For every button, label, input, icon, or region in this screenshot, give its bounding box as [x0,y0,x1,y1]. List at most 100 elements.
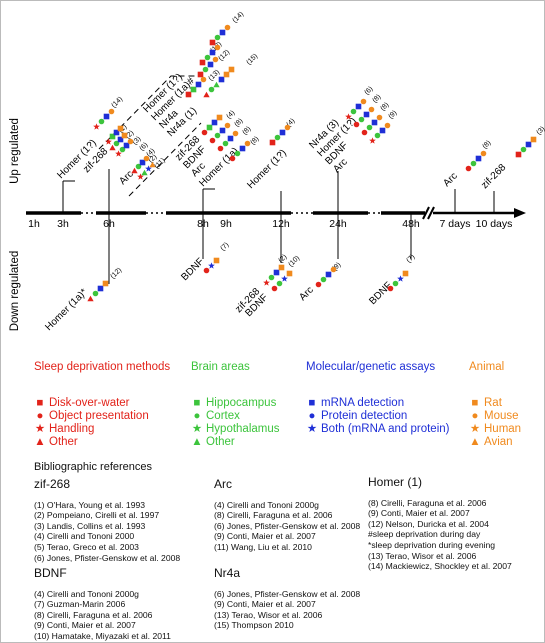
refs-arc-head: Arc [214,477,232,491]
triangle-icon: ▲ [34,436,46,448]
cite-nr4a24: (6) [363,85,374,96]
reference-item: (8) Cirelli, Faraguna et al. 2006 [214,510,333,521]
group-brackets [98,75,202,197]
square-icon: ■ [36,397,44,409]
reference-item: (4) Cirelli and Tononi 2000g [214,499,319,510]
refs-homer-head: Homer (1) [368,475,423,489]
cite-down-arc24: (9) [331,261,342,272]
tick-1h: 1h [28,218,40,230]
legend-assay-item: ● Protein detection [306,410,449,423]
legend-brain-item: ★ Hypothalamus [191,423,280,435]
square-icon: ■ [308,397,316,409]
legend-animal-item: ● Mouse [469,410,521,423]
reference-item: #sleep deprivation during day [368,529,481,540]
star-icon: ★ [191,423,203,435]
reference-item: (6) Jones, Pfister-Genskow et al. 2008 [34,552,181,563]
reference-item: (15) Thompson 2010 [214,620,294,631]
legend-assay-title: Molecular/genetic assays [306,361,436,373]
reference-item: *sleep deprivation during evening [368,539,496,550]
cite-zif8: (4) [225,109,236,120]
refs-zif268: zif-268 (1) O'Hara, Young et al. 1993 (2… [34,477,181,563]
legend-animal-item: ■ Rat [469,397,521,410]
cite-arc24: (9) [387,109,398,120]
legend-animal-item: ★ Human [469,423,522,435]
reference-item: (13) Terao, Wisor et al. 2006 [214,609,323,620]
reference-item: (8) Cirelli, Faraguna et al. 2006 [368,497,487,508]
cite-homer8a: (14) [231,11,245,25]
tick-7days: 7 days [440,218,471,230]
legend-brain-item: ▲ Other [191,436,235,448]
cite-homer1a8: (8) [249,135,260,146]
cite-bdnf24: (8) [379,101,390,112]
refs-homer: Homer (1) (8) Cirelli, Faraguna et al. 2… [368,475,512,572]
cite-down-homer6: (12) [109,267,123,281]
cite-nr4a18: (15) [245,53,259,67]
triangle-icon: ▲ [469,436,481,448]
reference-item: (12) Nelson, Duricka et al. 2004 [368,518,489,529]
cite-homer24: (8) [371,93,382,104]
reference-item: (3) Landis, Collins et al. 1993 [34,520,146,531]
reference-item: (6) Jones, Pfister-Genskow et al. 2008 [214,520,361,531]
cite-down-bdnf12: (10) [287,255,301,269]
up-homer-12h: Homer (1?) [245,148,289,192]
tick-3h: 3h [57,218,69,230]
reference-item: (14) Mackiewicz, Shockley et al. 2007 [368,561,512,572]
circle-icon: ● [36,410,44,422]
cite-down-bdnf48: (7) [405,253,416,264]
legend-assays: Molecular/genetic assays ■ mRNA detection… [306,361,449,436]
refs-bdnf: BDNF (4) Cirelli and Tononi 2000g (7) Gu… [34,566,171,642]
cite-homer12: (4) [285,117,296,128]
reference-item: (4) Cirelli and Tononi 2000 [34,531,135,542]
tick-10days: 10 days [476,218,513,230]
cite-arc8: (8) [241,125,252,136]
timeline-diagram: Up regulated Down regulated 1h 3h 6h 8h … [9,11,545,333]
legend-sleep-item: ● Object presentation [34,410,170,423]
legend-assay-item: ★ Both (mRNA and protein) [306,423,450,435]
circle-icon: ● [308,410,316,422]
reference-item: (9) Conti, Maier et al. 2007 [214,531,316,542]
refs-bdnf-head: BDNF [34,566,67,580]
legend-animal-item: ▲ Avian [469,436,513,448]
star-icon: ★ [306,423,318,435]
cite-zif10d: (3) [535,125,545,136]
down-bdnf-8h: BDNF [179,256,206,283]
square-icon: ■ [471,397,479,409]
reference-item: (1) O'Hara, Young et al. 1993 [34,499,146,510]
legend-assay-item: ■ mRNA detection [306,397,449,410]
reference-item: (9) Conti, Maier et al. 2007 [214,599,316,610]
time-axis [26,206,516,220]
cite-homer8c: (12) [217,49,231,63]
up-homer-3h-cite: (14) [110,96,124,110]
cite-zif6-5: (4) [145,147,156,158]
reference-item: (10) Hamatake, Miyazaki et al. 2011 [34,630,171,641]
cite-arc7d: (8) [481,139,492,150]
down-homer1a-6h: Homer (1a)* [43,287,89,333]
triangle-icon: ▲ [191,436,203,448]
tick-9h: 9h [220,218,232,230]
reference-item: (13) Terao, Wisor et al. 2006 [368,550,477,561]
legend-brain-areas: Brain areas ■ Hippocampus ● Cortex ★ Hypoth… [191,361,280,449]
reference-item: (8) Cirelli, Faraguna et al. 2006 [34,609,153,620]
circle-icon: ● [471,410,479,422]
up-regulated-label: Up regulated [9,118,21,184]
cite-arc6-1: (2) [147,153,158,164]
reference-item: (2) Pompeiano, Cirelli et al. 1997 [34,510,160,521]
refs-zif268-head: zif-268 [34,477,71,491]
legend-sleep-title: Sleep deprivation methods [34,361,171,373]
up-arc-7d: Arc [441,171,459,189]
legend-brain-item: ● Cortex [191,410,280,423]
legend-sleep-methods: Sleep deprivation methods ■ Disk-over-wat… [34,361,170,449]
cite-down-bdnf8: (7) [219,241,230,252]
cite-zif6-3: (3) [131,135,142,146]
down-bdnf-48h: BDNF [367,280,394,307]
reference-item: (9) Conti, Maier et al. 2007 [34,620,136,631]
legend-brain-item: ■ Hippocampus [191,397,280,410]
cite-bdnf8: (8) [233,117,244,128]
star-icon: ★ [469,423,481,435]
square-icon: ■ [193,397,201,409]
reference-item: (11) Wang, Liu et al. 2010 [214,541,312,552]
star-icon: ★ [34,423,46,435]
legend-brain-title: Brain areas [191,361,250,373]
circle-icon: ● [193,410,201,422]
